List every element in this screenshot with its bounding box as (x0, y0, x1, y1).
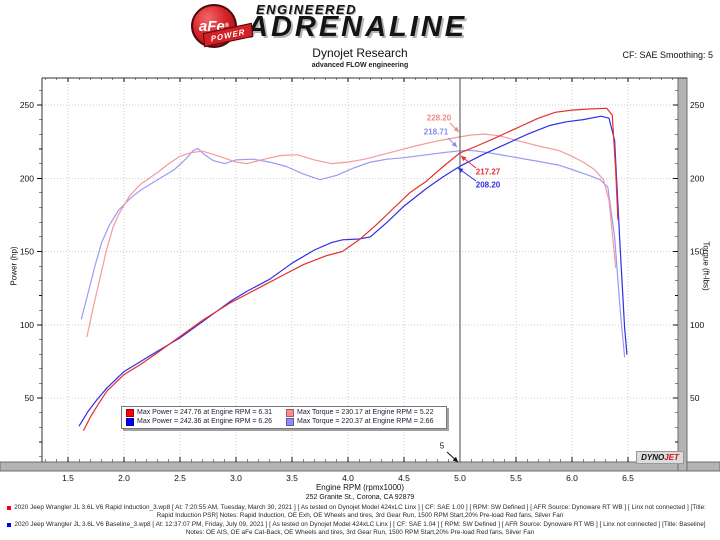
legend-swatch-light-blue (286, 418, 294, 426)
y-tick-label-left: 250 (20, 100, 34, 110)
x-tick-label: 4.5 (398, 473, 410, 483)
afe-tagline: advanced FLOW engineering (311, 62, 409, 69)
readout-arrow-head (458, 168, 464, 173)
legend-label: Max Torque = 230.17 at Engine RPM = 5.22 (297, 409, 434, 416)
curve-torque-baseline (80, 147, 626, 358)
y-tick-label-left: 100 (20, 320, 34, 330)
x-tick-label: 6.5 (622, 473, 634, 483)
dynojet-research-title: Dynojet Research (312, 46, 408, 60)
x-tick-label: 3.0 (230, 473, 242, 483)
legend-swatch-blue (126, 418, 134, 426)
dynojet-watermark-dyno: DYNO (641, 453, 665, 462)
legend-item-max-torque-baseline: Max Torque = 220.37 at Engine RPM = 2.66 (286, 418, 442, 426)
run-annotations: 2020 Jeep Wrangler JL 3.6L V6 Rapid Indu… (14, 504, 706, 538)
legend-label: Max Torque = 220.37 at Engine RPM = 2.66 (297, 418, 434, 425)
curve-power-baseline (78, 115, 628, 427)
cursor-marker-arrow-head (452, 456, 458, 462)
shop-address: 252 Granite St., Corona, CA 92879 (305, 494, 415, 501)
y-tick-label-left: 200 (20, 173, 34, 183)
cursor-readout-power-rapid: 217.27 (475, 167, 501, 177)
y-tick-label-left: 50 (25, 393, 35, 403)
cursor-rpm-marker[interactable]: 5 (439, 441, 445, 451)
y-tick-label-right: 150 (690, 247, 704, 257)
x-tick-label: 6.0 (566, 473, 578, 483)
readout-arrow-head (451, 141, 457, 147)
cursor-readout-power-baseline: 208.20 (475, 180, 501, 190)
x-tick-label: 4.0 (342, 473, 354, 483)
readout-arrow-head (461, 156, 467, 162)
legend-label: Max Power = 242.36 at Engine RPM = 6.26 (137, 418, 273, 425)
x-tick-label: 5.0 (454, 473, 466, 483)
x-tick-label: 5.5 (510, 473, 522, 483)
x-tick-label: 3.5 (286, 473, 298, 483)
curve-power-rapid-induction (83, 107, 619, 431)
y-tick-label-left: 150 (20, 247, 34, 257)
dynojet-watermark-jet: JET (664, 453, 679, 462)
legend-swatch-light-red (286, 409, 294, 417)
legend-label: Max Power = 247.76 at Engine RPM = 6.31 (137, 409, 273, 416)
brand-engineered: ENGINEERED (256, 2, 357, 17)
registered-mark: ® (224, 23, 230, 29)
run1-bullet (7, 506, 11, 510)
legend-box: Max Power = 247.76 at Engine RPM = 6.31 … (121, 406, 447, 429)
y-tick-label-right: 100 (690, 320, 704, 330)
readout-arrow-head (453, 126, 459, 132)
y-tick-label-right: 250 (690, 100, 704, 110)
y-tick-label-right: 50 (690, 393, 700, 403)
cf-sae-smoothing-label: CF: SAE Smoothing: 5 (622, 50, 713, 60)
cursor-readout-torque-rapid: 228.20 (426, 113, 452, 123)
curve-torque-rapid-induction (86, 133, 617, 338)
legend-swatch-red (126, 409, 134, 417)
x-tick-label: 1.5 (62, 473, 74, 483)
run2-annotation: 2020 Jeep Wrangler JL 3.6L V6 Baseline_3… (14, 521, 706, 536)
x-axis-bar (0, 461, 720, 472)
cursor-readout-torque-baseline: 218.71 (423, 127, 449, 137)
dynojet-watermark: DYNO JET (636, 451, 684, 464)
y-tick-label-right: 200 (690, 173, 704, 183)
x-tick-label: 2.0 (118, 473, 130, 483)
legend-item-max-power-baseline: Max Power = 242.36 at Engine RPM = 6.26 (126, 418, 286, 426)
run2-bullet (7, 523, 11, 527)
y-axis-bar-right (677, 77, 688, 472)
rpm-axis-title: Engine RPM (rpmx1000) (315, 483, 405, 492)
x-tick-label: 2.5 (174, 473, 186, 483)
legend-item-max-power-rapid: Max Power = 247.76 at Engine RPM = 6.31 (126, 409, 286, 417)
run1-annotation: 2020 Jeep Wrangler JL 3.6L V6 Rapid Indu… (14, 504, 706, 519)
brand-adrenaline: ADRENALINE (247, 11, 468, 43)
legend-item-max-torque-rapid: Max Torque = 230.17 at Engine RPM = 5.22 (286, 409, 442, 417)
